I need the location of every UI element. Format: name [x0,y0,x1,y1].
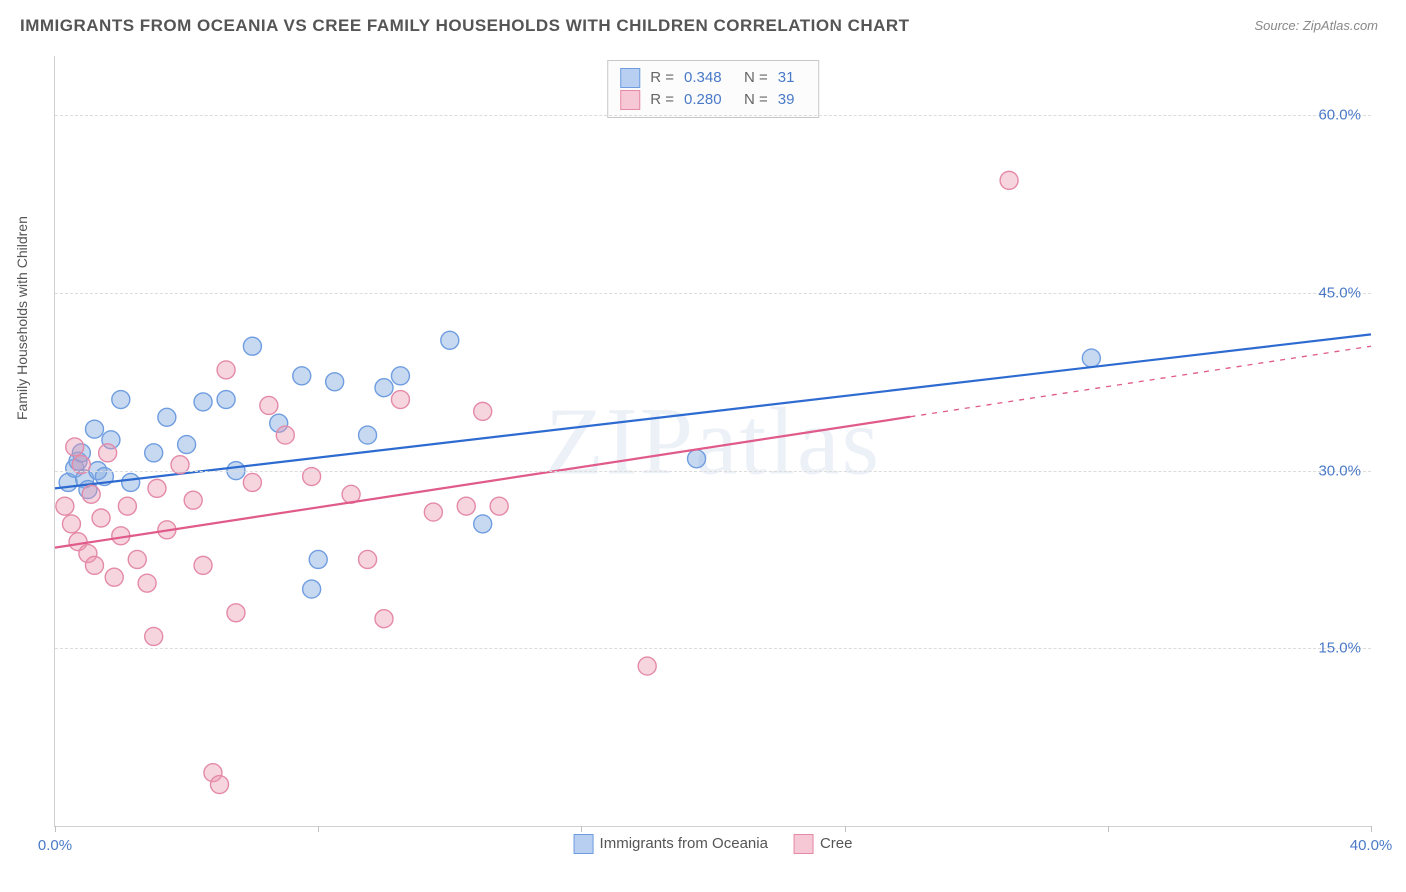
scatter-point-cree [128,550,146,568]
scatter-point-cree [56,497,74,515]
legend-n-label: N = [744,67,768,89]
legend-stats: R = 0.348 N = 31 R = 0.280 N = 39 [607,60,819,118]
scatter-point-cree [85,556,103,574]
scatter-point-oceania [293,367,311,385]
scatter-point-oceania [1082,349,1100,367]
x-tick-mark [845,826,846,832]
scatter-point-oceania [688,450,706,468]
scatter-point-cree [99,444,117,462]
plot-area: ZIPatlas R =0.348N =31R =0.280N =39 Immi… [54,56,1371,827]
scatter-point-cree [118,497,136,515]
legend-swatch-oceania [574,834,594,854]
scatter-point-cree [92,509,110,527]
x-tick-mark [1108,826,1109,832]
legend-n-value-cree: 39 [778,89,806,111]
scatter-point-cree [490,497,508,515]
legend-item-cree: Cree [794,834,853,854]
scatter-point-cree [457,497,475,515]
y-tick-label: 45.0% [1318,284,1361,301]
scatter-point-oceania [122,473,140,491]
gridline-horizontal [55,471,1371,472]
legend-r-value-oceania: 0.348 [684,67,734,89]
scatter-point-oceania [309,550,327,568]
legend-n-value-oceania: 31 [778,67,806,89]
y-axis-label: Family Households with Children [14,216,30,420]
legend-n-label: N = [744,89,768,111]
gridline-horizontal [55,293,1371,294]
legend-swatch-cree [620,90,640,110]
legend-item-oceania: Immigrants from Oceania [574,834,768,854]
scatter-point-cree [148,479,166,497]
plot-svg [55,56,1371,826]
scatter-point-cree [62,515,80,533]
scatter-point-oceania [85,420,103,438]
legend-swatch-cree [794,834,814,854]
gridline-horizontal [55,648,1371,649]
scatter-point-cree [243,473,261,491]
scatter-point-cree [66,438,84,456]
scatter-point-cree [391,391,409,409]
y-tick-label: 60.0% [1318,107,1361,124]
legend-r-value-cree: 0.280 [684,89,734,111]
scatter-point-cree [1000,171,1018,189]
gridline-horizontal [55,115,1371,116]
scatter-point-cree [276,426,294,444]
scatter-point-cree [138,574,156,592]
scatter-point-cree [211,776,229,794]
legend-r-label: R = [650,67,674,89]
scatter-point-oceania [375,379,393,397]
x-tick-label: 40.0% [1350,837,1393,854]
x-tick-mark [55,826,56,832]
scatter-point-oceania [178,436,196,454]
scatter-point-oceania [359,426,377,444]
chart-title: IMMIGRANTS FROM OCEANIA VS CREE FAMILY H… [20,16,910,36]
scatter-point-cree [145,627,163,645]
scatter-point-oceania [303,580,321,598]
scatter-point-cree [375,610,393,628]
y-tick-label: 30.0% [1318,462,1361,479]
scatter-point-oceania [441,331,459,349]
legend-label-oceania: Immigrants from Oceania [600,835,768,852]
scatter-point-oceania [243,337,261,355]
scatter-point-cree [227,604,245,622]
x-tick-label: 0.0% [38,837,72,854]
scatter-point-cree [638,657,656,675]
scatter-point-cree [474,402,492,420]
scatter-point-oceania [112,391,130,409]
legend-stat-row-oceania: R = 0.348 N = 31 [620,67,806,89]
y-tick-label: 15.0% [1318,640,1361,657]
scatter-point-cree [184,491,202,509]
legend-label-cree: Cree [820,835,853,852]
scatter-point-cree [260,396,278,414]
trendline-dashed-cree [910,346,1371,416]
legend-series: Immigrants from Oceania Cree [574,834,853,854]
scatter-point-cree [424,503,442,521]
chart-container: IMMIGRANTS FROM OCEANIA VS CREE FAMILY H… [0,0,1406,892]
legend-stat-row-cree: R = 0.280 N = 39 [620,89,806,111]
legend-r-label: R = [650,89,674,111]
legend-swatch-oceania [620,68,640,88]
scatter-point-oceania [145,444,163,462]
scatter-point-oceania [194,393,212,411]
scatter-point-oceania [391,367,409,385]
x-tick-mark [581,826,582,832]
scatter-point-cree [217,361,235,379]
scatter-point-oceania [474,515,492,533]
scatter-point-oceania [217,391,235,409]
scatter-point-cree [194,556,212,574]
scatter-point-cree [105,568,123,586]
x-tick-mark [318,826,319,832]
x-tick-mark [1371,826,1372,832]
scatter-point-cree [359,550,377,568]
trendline-oceania [55,334,1371,488]
scatter-point-oceania [158,408,176,426]
scatter-point-oceania [326,373,344,391]
scatter-point-cree [82,485,100,503]
source-label: Source: ZipAtlas.com [1254,18,1378,33]
